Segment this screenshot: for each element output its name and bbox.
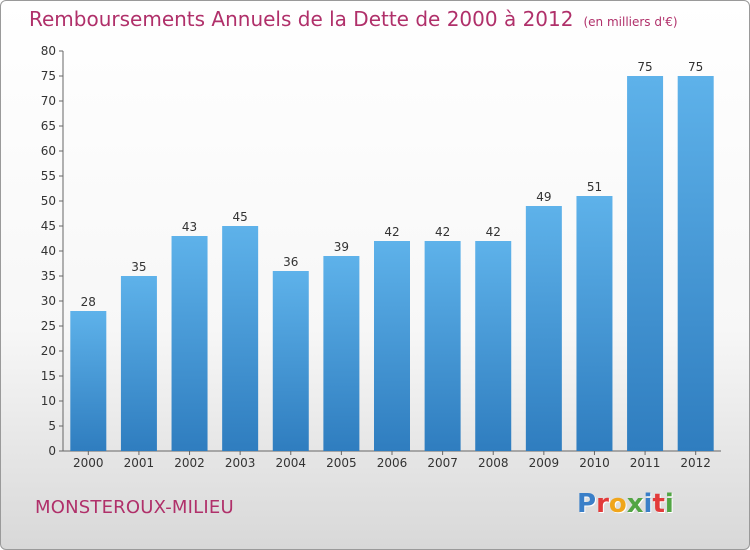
y-tick-label: 70 [41,94,56,108]
chart-title: Remboursements Annuels de la Dette de 20… [29,7,678,31]
x-tick-label: 2005 [326,456,357,470]
data-label: 75 [688,60,703,74]
bar [475,241,512,451]
logo-letter: x [626,489,644,519]
bar [171,236,208,451]
logo-letter: P [577,489,597,519]
y-tick-label: 15 [41,369,56,383]
data-label: 42 [486,225,501,239]
bar [424,241,461,451]
y-tick-label: 5 [48,419,56,433]
x-tick-label: 2010 [579,456,610,470]
y-tick-label: 40 [41,244,56,258]
y-tick-label: 25 [41,319,56,333]
x-tick-label: 2011 [630,456,661,470]
bar [525,206,562,451]
labels: 28 2000 35 2001 43 2002 45 2003 36 2004 39 2005 42 20… [73,60,711,470]
bar [222,226,259,451]
logo-letter: o [608,489,627,519]
y-tick-label: 20 [41,344,56,358]
data-label: 28 [81,295,96,309]
proxiti-logo: Proxiti [577,489,674,519]
x-tick-label: 2002 [174,456,205,470]
bar [576,196,613,451]
x-tick-label: 2001 [124,456,155,470]
y-tick-label: 60 [41,144,56,158]
bar [627,76,664,451]
y-tick-label: 65 [41,119,56,133]
data-label: 45 [233,210,248,224]
data-label: 36 [283,255,298,269]
unit-label: (en milliers d'€) [583,15,678,29]
data-label: 51 [587,180,602,194]
y-tick-label: 10 [41,394,56,408]
bar [677,76,714,451]
axes: 0 5 10 15 20 25 30 35 40 45 50 55 60 65 70 75 80 [41,44,721,458]
title-text: Remboursements Annuels de la Dette de 20… [29,7,574,31]
bar [70,311,107,451]
data-label: 39 [334,240,349,254]
data-label: 49 [536,190,551,204]
bars [70,76,714,451]
y-tick-label: 35 [41,269,56,283]
logo-letter: i [643,489,653,519]
x-tick-label: 2004 [275,456,306,470]
y-tick-label: 0 [48,444,56,458]
bar [272,271,309,451]
data-label: 42 [384,225,399,239]
bar [374,241,410,451]
data-label: 43 [182,220,197,234]
x-tick-label: 2012 [680,456,711,470]
x-tick-label: 2000 [73,456,104,470]
x-tick-label: 2007 [427,456,458,470]
data-label: 35 [131,260,146,274]
logo-letter: i [664,489,674,519]
x-tick-label: 2003 [225,456,256,470]
x-tick-label: 2008 [478,456,509,470]
bar [323,256,360,451]
data-label: 75 [637,60,652,74]
town-name: MONSTEROUX-MILIEU [35,497,234,518]
y-tick-label: 50 [41,194,56,208]
y-tick-label: 55 [41,169,56,183]
x-tick-label: 2006 [377,456,408,470]
data-label: 42 [435,225,450,239]
y-tick-label: 30 [41,294,56,308]
y-tick-label: 45 [41,219,56,233]
logo-letter: r [596,489,609,519]
bar [120,276,157,451]
logo-letter: t [652,489,665,519]
x-tick-label: 2009 [529,456,560,470]
y-tick-label: 75 [41,69,56,83]
y-tick-label: 80 [41,44,56,58]
